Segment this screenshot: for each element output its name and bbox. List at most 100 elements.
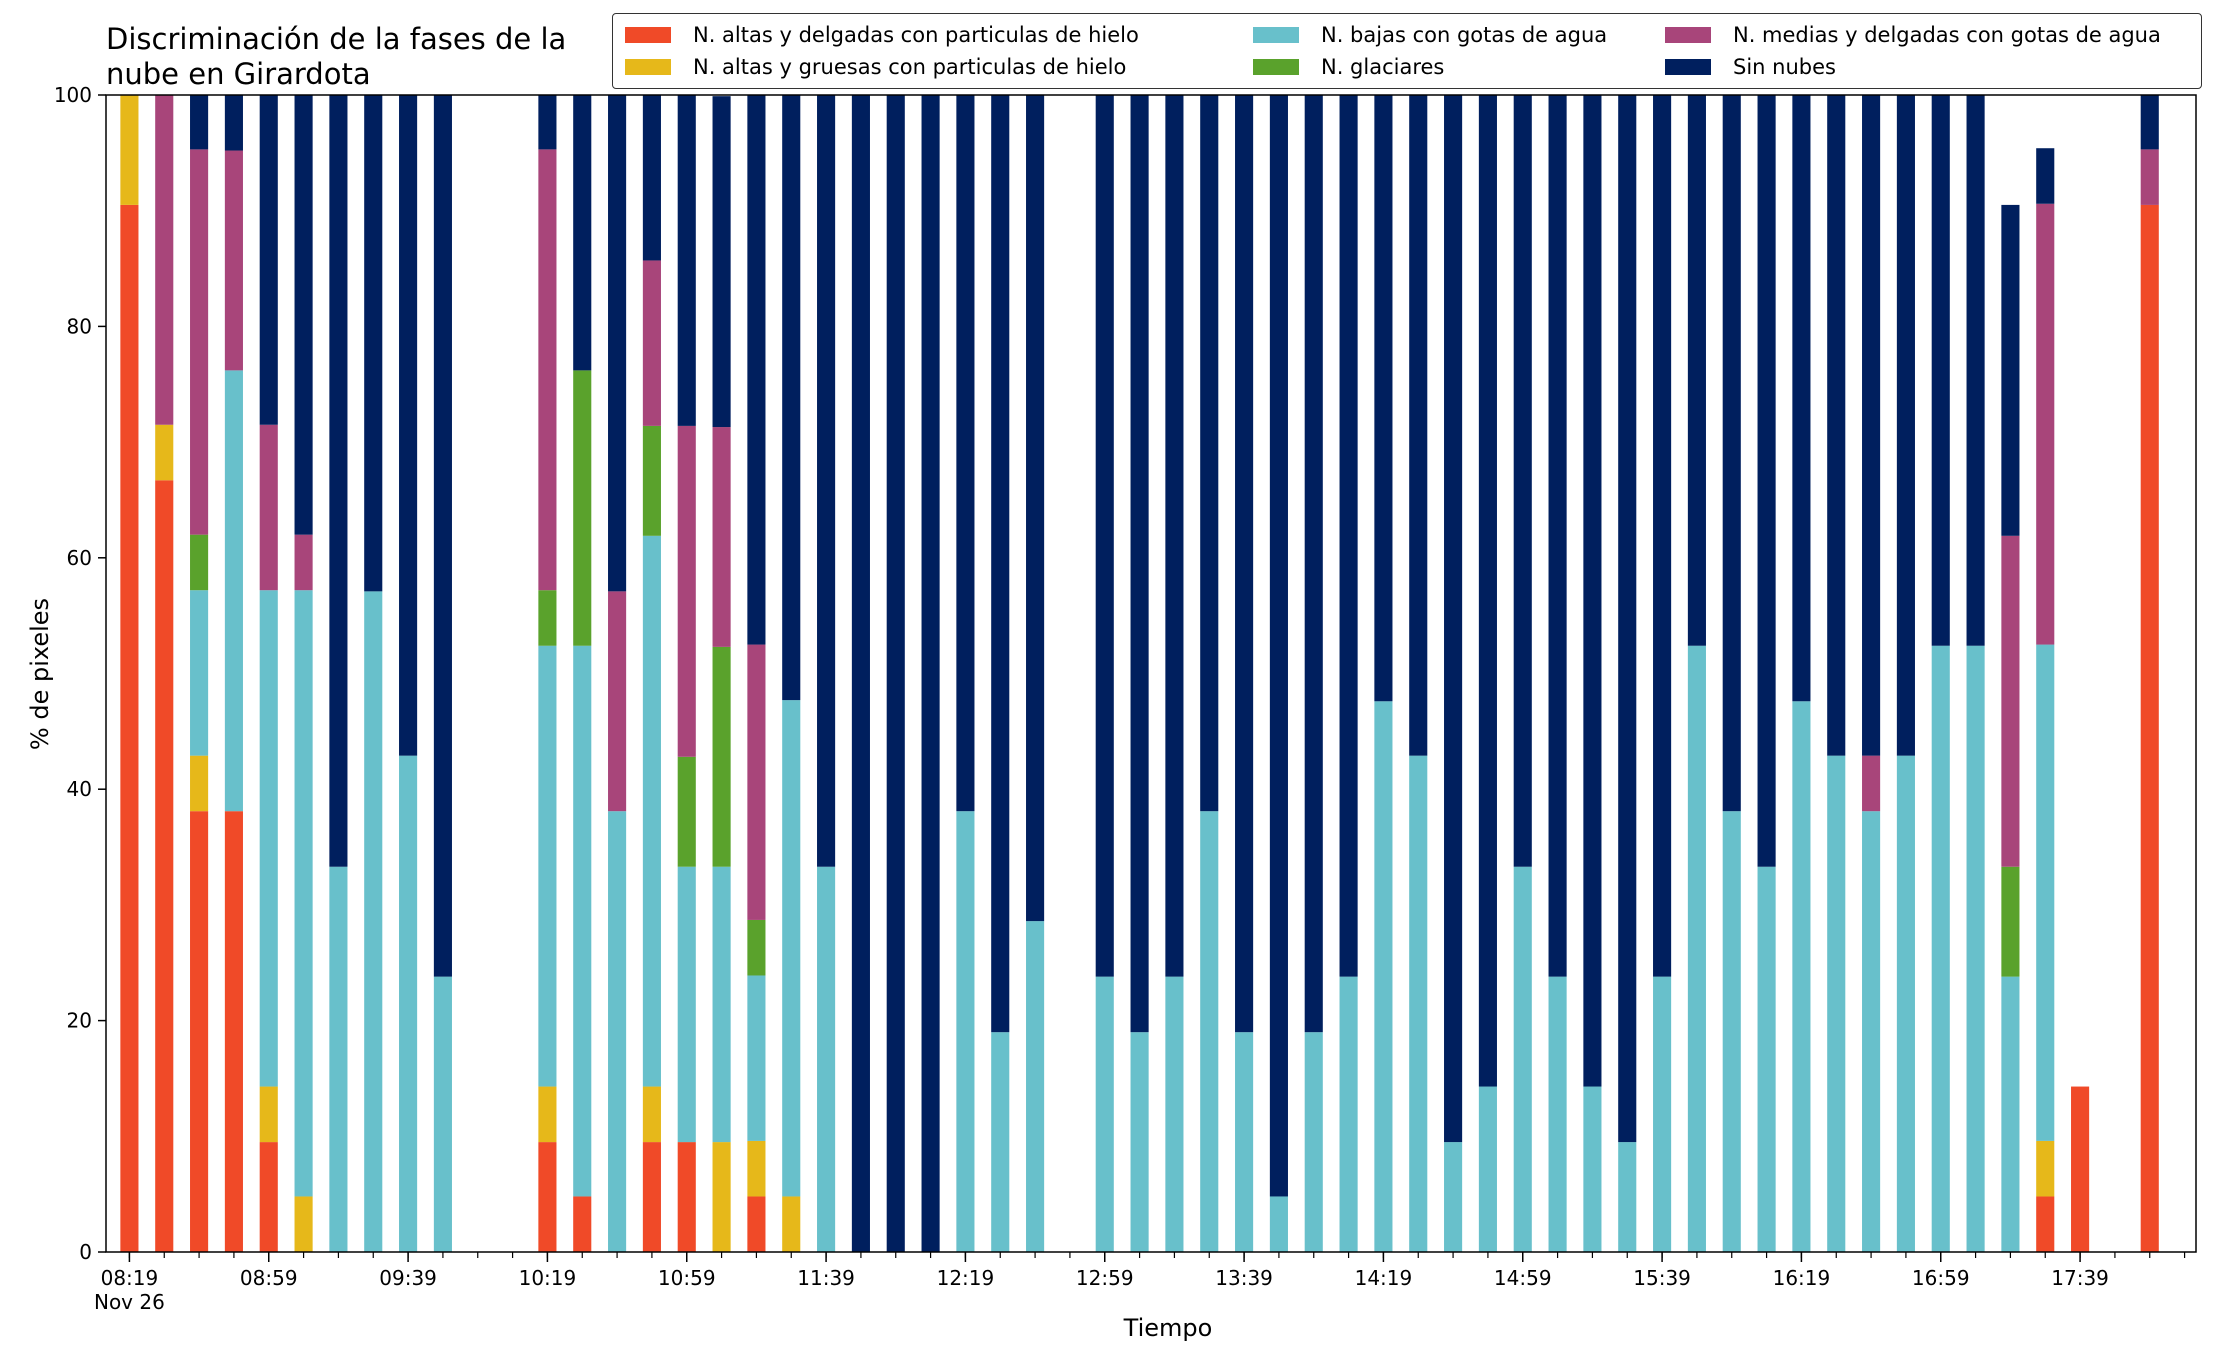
bar-segment-1719-s4 (2001, 535, 2020, 867)
x-tick-label-1219: 12:19 (937, 1266, 995, 1290)
legend-label-altas-delgadas: N. altas y delgadas con particulas de hi… (693, 23, 1139, 47)
bar-segment-1029-s2 (573, 645, 592, 1197)
bar-segment-1149-s5 (851, 95, 870, 1252)
bar-segment-1539-s5 (1653, 95, 1672, 977)
x-axis-label: Tiempo (1123, 1314, 1213, 1342)
bar-segment-0839-s3 (190, 534, 209, 591)
bar-segment-1059-s2 (677, 866, 696, 1143)
y-tick-label-0: 0 (79, 1240, 92, 1264)
bar-segment-1049-s0 (642, 1142, 661, 1252)
bar-segment-1059-s3 (677, 756, 696, 867)
y-tick-label-80: 80 (67, 314, 92, 338)
x-tick-label-1739: 17:39 (2051, 1266, 2109, 1290)
bar-segment-1349-s2 (1269, 1196, 1288, 1252)
bar-segment-0919-s5 (329, 95, 348, 867)
bar-segment-0929-s5 (364, 95, 383, 592)
bar-segment-1709-s5 (1966, 95, 1985, 646)
bar-segment-1229-s2 (991, 1032, 1010, 1252)
bar-segment-1439-s2 (1444, 1142, 1463, 1252)
bar-segment-0859-s5 (259, 95, 278, 425)
x-tick-label-1339: 13:39 (1215, 1266, 1273, 1290)
bar-segment-1759-s4 (2140, 149, 2159, 205)
bar-segment-1549-s5 (1687, 95, 1706, 646)
bar-segment-0939-s2 (399, 755, 418, 1252)
bar-segment-1729-s1 (2036, 1140, 2055, 1197)
x-tick-label-1139: 11:39 (797, 1266, 855, 1290)
x-tick-label-1419: 14:19 (1355, 1266, 1413, 1290)
bar-segment-0909-s1 (294, 1196, 313, 1252)
bar-segment-1219-s5 (956, 95, 975, 812)
bar-segment-1719-s5 (2001, 204, 2020, 536)
bar-segment-1129-s2 (782, 700, 801, 1197)
bar-segment-1539-s2 (1653, 976, 1672, 1252)
y-tick-label-100: 100 (54, 83, 92, 107)
bar-segment-1119-s4 (747, 644, 766, 920)
bar-segment-1119-s3 (747, 919, 766, 976)
bar-segment-1139-s2 (817, 866, 836, 1252)
chart-legend: N. altas y delgadas con particulas de hi… (612, 13, 2202, 89)
bar-segment-1529-s2 (1618, 1142, 1637, 1252)
bar-segment-0859-s0 (259, 1142, 278, 1252)
bar-segment-1729-s5 (2036, 148, 2055, 204)
bar-segment-1049-s4 (642, 260, 661, 426)
bar-segment-1119-s0 (747, 1196, 766, 1252)
legend-swatch-medias-delgadas (1665, 27, 1711, 43)
bar-segment-1039-s2 (608, 811, 627, 1252)
legend-label-altas-gruesas: N. altas y gruesas con particulas de hie… (693, 55, 1127, 79)
x-tick-sublabel: Nov 26 (94, 1290, 165, 1314)
bar-segment-1759-s0 (2140, 204, 2159, 1252)
bar-segment-1319-s5 (1165, 95, 1184, 977)
bar-segment-0849-s5 (224, 95, 243, 151)
bar-segment-1629-s5 (1827, 95, 1846, 756)
bar-segment-1639-s5 (1862, 95, 1881, 756)
bar-segment-1429-s5 (1409, 95, 1428, 756)
bar-segment-0829-s1 (155, 424, 174, 481)
bar-segment-1549-s2 (1687, 645, 1706, 1252)
bar-segment-1739-s0 (2071, 1086, 2090, 1252)
legend-label-medias-delgadas: N. medias y delgadas con gotas de agua (1733, 23, 2161, 47)
bar-segment-1159-s5 (886, 95, 905, 1252)
plot-frame (105, 94, 2197, 1253)
bar-segment-1559-s5 (1722, 95, 1741, 812)
bar-segment-1509-s2 (1548, 976, 1567, 1252)
bar-segment-1729-s0 (2036, 1196, 2055, 1252)
bar-segment-1019-s1 (538, 1086, 557, 1143)
bar-segment-1339-s2 (1235, 1032, 1254, 1252)
bar-segment-0859-s1 (259, 1086, 278, 1143)
legend-item-altas-gruesas: N. altas y gruesas con particulas de hie… (625, 52, 1126, 82)
x-tick-label-1619: 16:19 (1773, 1266, 1831, 1290)
bar-segment-1119-s1 (747, 1140, 766, 1197)
bar-segment-1049-s5 (642, 95, 661, 261)
bar-segment-1619-s2 (1792, 701, 1811, 1252)
bar-segment-1059-s4 (677, 425, 696, 757)
bar-segment-1209-s5 (921, 95, 940, 1252)
x-tick-label-1059: 10:59 (658, 1266, 716, 1290)
bar-segment-1609-s2 (1757, 866, 1776, 1252)
bar-segment-1309-s2 (1130, 1032, 1149, 1252)
bar-segment-0949-s5 (433, 95, 452, 977)
x-tick-label-1259: 12:59 (1076, 1266, 1134, 1290)
bar-segment-1729-s4 (2036, 203, 2055, 645)
bar-segment-0839-s5 (190, 95, 209, 150)
legend-item-bajas-gotas: N. bajas con gotas de agua (1253, 20, 1607, 50)
bar-segment-1019-s2 (538, 645, 557, 1087)
bar-segment-1639-s4 (1862, 755, 1881, 812)
x-tick-label-1459: 14:59 (1494, 1266, 1552, 1290)
bar-segment-1419-s2 (1374, 701, 1393, 1252)
bar-segment-1049-s1 (642, 1086, 661, 1143)
legend-swatch-glaciares (1253, 59, 1299, 75)
bar-segment-1109-s2 (712, 866, 731, 1143)
legend-label-glaciares: N. glaciares (1321, 55, 1445, 79)
bar-segment-1719-s3 (2001, 866, 2020, 977)
bar-segment-0859-s2 (259, 590, 278, 1087)
bar-segment-1329-s2 (1200, 811, 1219, 1252)
bar-segment-1559-s2 (1722, 811, 1741, 1252)
bar-segment-1139-s5 (817, 95, 836, 867)
bar-segment-0849-s4 (224, 150, 243, 371)
bar-segment-1039-s4 (608, 591, 627, 812)
bar-segment-1519-s5 (1583, 95, 1602, 1087)
bar-segment-1029-s0 (573, 1196, 592, 1252)
bar-segment-1219-s2 (956, 811, 975, 1252)
legend-label-sin-nubes: Sin nubes (1733, 55, 1836, 79)
